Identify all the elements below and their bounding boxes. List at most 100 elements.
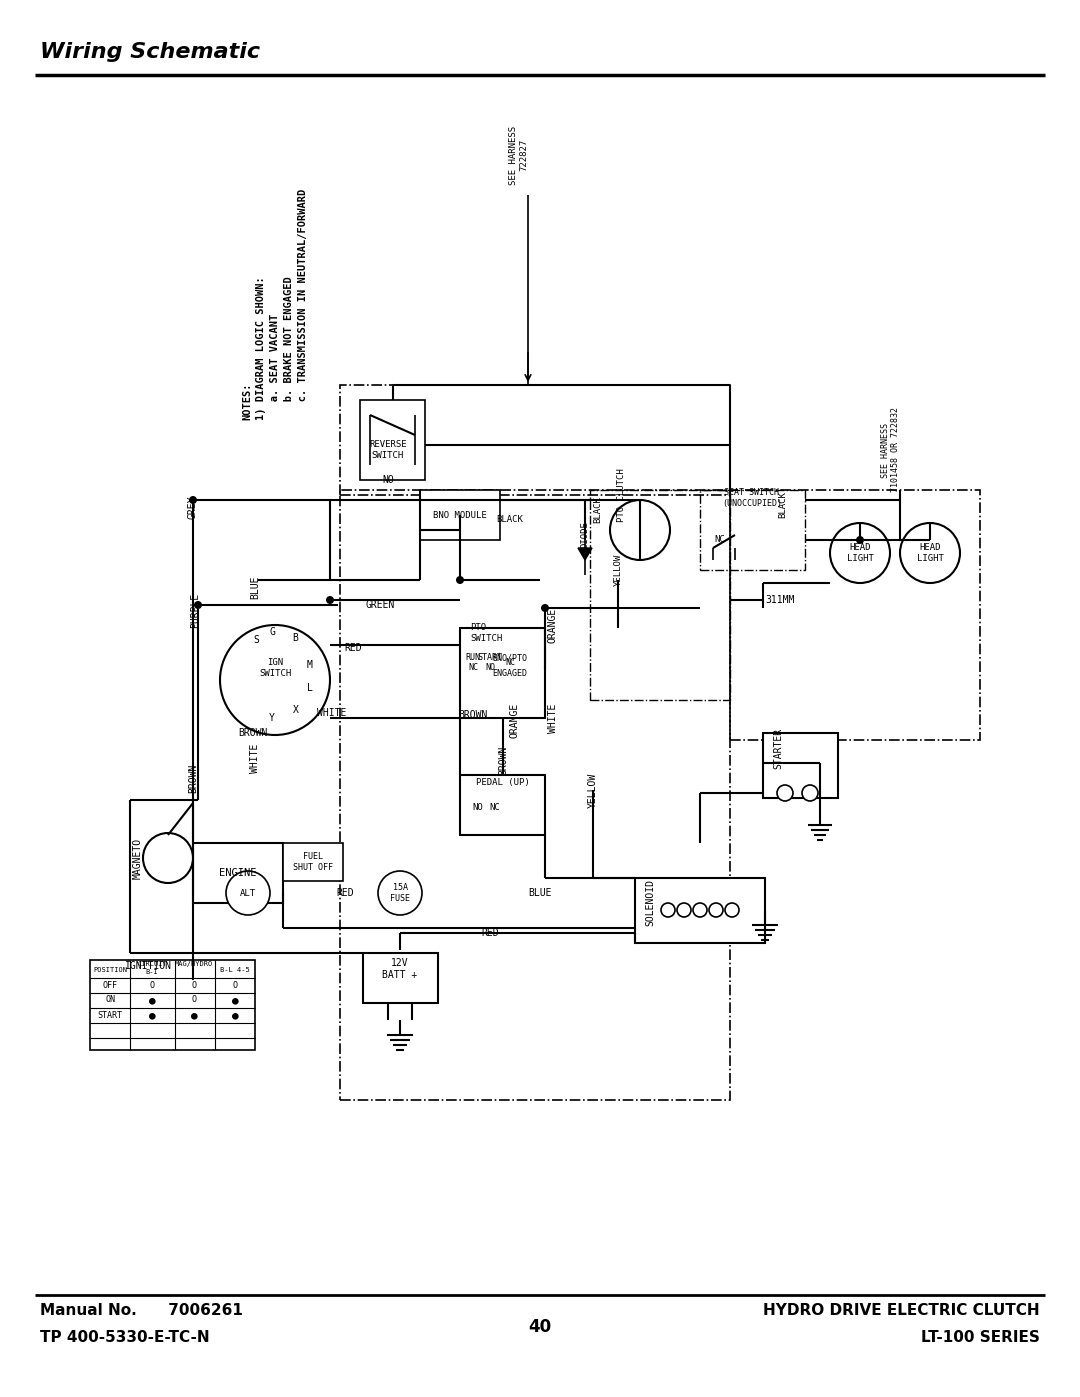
Text: 12V: 12V (391, 958, 409, 968)
Text: STARTER: STARTER (773, 728, 783, 768)
Text: NO: NO (382, 475, 394, 485)
Text: B-I: B-I (146, 970, 159, 975)
Text: O: O (191, 996, 197, 1004)
Text: POSITION: POSITION (93, 967, 127, 972)
Text: BLUE: BLUE (249, 576, 260, 599)
Text: ORANGE: ORANGE (548, 608, 558, 643)
Bar (730, 490, 980, 740)
Text: 40: 40 (528, 1317, 552, 1336)
Text: NO: NO (485, 664, 495, 672)
Bar (420, 490, 500, 541)
Bar (283, 842, 343, 882)
Text: ●: ● (191, 1010, 198, 1020)
Text: S: S (253, 636, 259, 645)
Circle shape (693, 902, 707, 916)
Circle shape (456, 576, 464, 584)
Circle shape (378, 870, 422, 915)
Text: TP 400-5330-E-TC-N: TP 400-5330-E-TC-N (40, 1330, 210, 1345)
Text: M: M (307, 659, 313, 671)
Circle shape (220, 624, 330, 735)
Text: GREEN: GREEN (365, 599, 394, 610)
Circle shape (194, 601, 202, 609)
Circle shape (189, 496, 197, 504)
Text: ORANGE: ORANGE (510, 703, 519, 738)
Bar (700, 490, 805, 570)
Text: BROWN: BROWN (498, 746, 508, 775)
Text: BLACK: BLACK (779, 492, 787, 518)
Text: BNO/PTO: BNO/PTO (492, 654, 527, 662)
Text: LT-100 SERIES: LT-100 SERIES (921, 1330, 1040, 1345)
Text: SEE HARNESS
7101458 OR 722832: SEE HARNESS 7101458 OR 722832 (880, 408, 900, 493)
Text: START: START (97, 1010, 122, 1020)
Text: BNO MODULE: BNO MODULE (433, 510, 487, 520)
Text: ALT: ALT (240, 888, 256, 897)
Text: HYDRO DRIVE ELECTRIC CLUTCH: HYDRO DRIVE ELECTRIC CLUTCH (764, 1303, 1040, 1317)
Text: FUEL
SHUT OFF: FUEL SHUT OFF (293, 852, 333, 872)
Text: GREY: GREY (188, 496, 198, 518)
Text: WHITE: WHITE (548, 703, 558, 732)
Bar (363, 953, 438, 1003)
Text: O: O (232, 981, 238, 989)
Circle shape (856, 536, 864, 543)
Text: BATT +: BATT + (382, 970, 418, 981)
Text: NO: NO (473, 803, 484, 813)
Text: SEE HARNESS
722827: SEE HARNESS 722827 (509, 126, 528, 184)
Text: RED: RED (336, 888, 354, 898)
Bar (460, 629, 545, 718)
Text: X: X (293, 705, 299, 715)
Text: ON: ON (105, 996, 114, 1004)
Text: BROWN: BROWN (188, 763, 198, 792)
Circle shape (777, 785, 793, 800)
Text: NOTES:
1) DIAGRAM LOGIC SHOWN:
   a. SEAT VACANT
   b. BRAKE NOT ENGAGED
   c. T: NOTES: 1) DIAGRAM LOGIC SHOWN: a. SEAT V… (242, 189, 308, 420)
Text: YELLOW: YELLOW (588, 773, 598, 807)
Circle shape (900, 522, 960, 583)
Text: REVERSE
SWITCH: REVERSE SWITCH (369, 440, 407, 460)
Text: IGNITION: IGNITION (125, 961, 172, 971)
Text: YELLOW: YELLOW (613, 553, 622, 587)
Text: Wiring Schematic: Wiring Schematic (40, 42, 260, 61)
Text: 311MM: 311MM (766, 595, 795, 605)
Text: ENGINE: ENGINE (219, 868, 257, 877)
Bar (762, 733, 838, 798)
Bar (90, 960, 255, 1051)
Text: O: O (191, 981, 197, 989)
Text: PURPLE: PURPLE (190, 592, 200, 627)
Circle shape (661, 902, 675, 916)
Text: L: L (307, 683, 313, 693)
Circle shape (610, 500, 670, 560)
Text: B: B (292, 633, 298, 643)
Text: ●: ● (231, 995, 239, 1004)
Bar (340, 386, 730, 495)
Text: Manual No.      7006261: Manual No. 7006261 (40, 1303, 243, 1317)
Bar (193, 842, 283, 902)
Text: IGN
SWITCH: IGN SWITCH (259, 658, 292, 678)
Text: BLUE: BLUE (528, 888, 552, 898)
Circle shape (677, 902, 691, 916)
Text: NC: NC (715, 535, 726, 545)
Text: MAG/HYDRO: MAG/HYDRO (175, 961, 213, 967)
Text: BROWN: BROWN (239, 728, 268, 738)
Text: HEAD
LIGHT: HEAD LIGHT (847, 543, 874, 563)
Text: NC
ENGAGED: NC ENGAGED (492, 658, 527, 678)
Text: ●: ● (231, 1010, 239, 1020)
Text: RED: RED (345, 643, 362, 652)
Text: WHITE: WHITE (249, 743, 260, 773)
Text: START: START (477, 654, 502, 662)
Text: PTO
SWITCH: PTO SWITCH (470, 623, 502, 643)
Bar (360, 400, 426, 481)
Circle shape (725, 902, 739, 916)
Bar (590, 490, 730, 700)
Bar (340, 490, 730, 1099)
Circle shape (541, 604, 549, 612)
Circle shape (143, 833, 193, 883)
Text: CIRCUIT: CIRCUIT (137, 961, 167, 967)
Text: PEDAL (UP): PEDAL (UP) (476, 778, 530, 788)
Text: HEAD
LIGHT: HEAD LIGHT (917, 543, 944, 563)
Text: SOLENOID: SOLENOID (645, 880, 654, 926)
Text: RED: RED (482, 928, 499, 937)
Circle shape (802, 785, 818, 800)
Text: MAGNETO: MAGNETO (133, 837, 143, 879)
Text: WHITE: WHITE (318, 708, 347, 718)
Text: NC: NC (489, 803, 500, 813)
Polygon shape (578, 548, 592, 560)
